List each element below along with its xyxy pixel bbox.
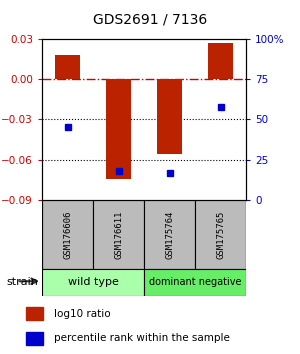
Bar — [42, 269, 144, 296]
Text: dominant negative: dominant negative — [149, 277, 241, 287]
Text: GDS2691 / 7136: GDS2691 / 7136 — [93, 12, 207, 27]
Bar — [26, 332, 43, 344]
Bar — [144, 269, 246, 296]
Text: GSM175764: GSM175764 — [165, 210, 174, 259]
Text: log10 ratio: log10 ratio — [54, 309, 110, 319]
Bar — [42, 200, 93, 269]
Bar — [144, 200, 195, 269]
Text: GSM176611: GSM176611 — [114, 210, 123, 259]
Text: GSM175765: GSM175765 — [216, 210, 225, 259]
Text: wild type: wild type — [68, 277, 118, 287]
Bar — [93, 200, 144, 269]
Bar — [106, 79, 131, 178]
Text: GSM176606: GSM176606 — [63, 210, 72, 259]
Bar — [26, 307, 43, 320]
Text: percentile rank within the sample: percentile rank within the sample — [54, 333, 230, 343]
Bar — [157, 79, 182, 154]
Text: strain: strain — [6, 278, 38, 287]
Bar — [208, 43, 233, 79]
Bar — [55, 55, 80, 79]
Bar — [195, 200, 246, 269]
